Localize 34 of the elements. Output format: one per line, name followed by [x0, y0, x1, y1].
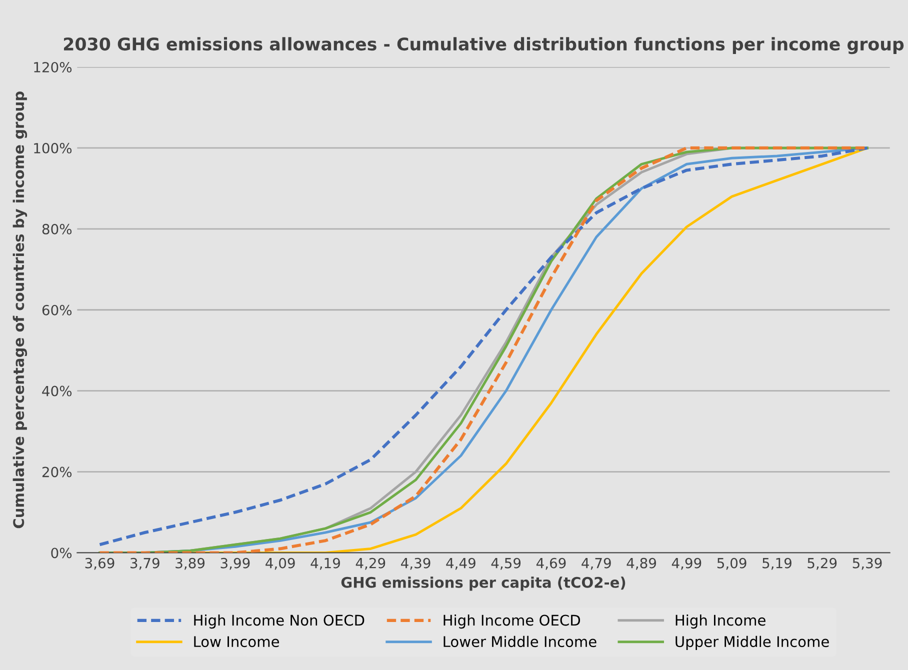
x-tick-label: 4,89	[626, 558, 656, 570]
legend-label: High Income	[676, 614, 766, 629]
x-tick-label: 4,39	[401, 558, 430, 570]
y-tick-label: 60%	[42, 304, 72, 316]
legend-label: High Income OECD	[444, 614, 580, 629]
x-tick-label: 3,79	[130, 558, 160, 570]
legend-label: Lower Middle Income	[444, 636, 596, 648]
x-tick-label: 3,69	[85, 558, 114, 570]
y-tick-label: 120%	[34, 62, 72, 72]
x-tick-label: 4,49	[446, 558, 476, 570]
x-tick-label: 5,39	[852, 558, 882, 570]
x-tick-label: 4,19	[310, 558, 340, 570]
y-tick-label: 80%	[42, 224, 72, 234]
x-tick-label: 3,89	[176, 558, 205, 570]
x-tick-label: 4,59	[491, 558, 521, 570]
y-tick-label: 0%	[51, 548, 72, 558]
y-tick-label: 100%	[34, 142, 72, 154]
x-tick-label: 5,29	[808, 558, 837, 570]
y-tick-label: 40%	[42, 386, 72, 396]
x-tick-label: 4,29	[356, 558, 386, 570]
x-tick-label: 4,99	[672, 558, 702, 570]
x-axis-title: GHG emissions per capita (tCO2-e)	[341, 576, 626, 591]
chart-title: 2030 GHG emissions allowances - Cumulative distribution functions per income group	[64, 37, 904, 54]
legend-label: High Income Non OECD	[194, 614, 364, 629]
legend-label: Upper Middle Income	[676, 636, 829, 650]
x-tick-label: 4,69	[536, 558, 566, 570]
x-tick-label: 5,19	[762, 558, 792, 570]
y-tick-label: 20%	[42, 466, 72, 478]
x-tick-label: 3,99	[220, 558, 250, 570]
x-tick-label: 4,79	[582, 558, 611, 570]
x-tick-label: 5,09	[717, 558, 746, 570]
y-axis-title: Cumulative percentage of countries by income group	[12, 92, 28, 528]
legend-label: Low Income	[194, 636, 279, 648]
x-tick-label: 4,09	[266, 558, 295, 570]
